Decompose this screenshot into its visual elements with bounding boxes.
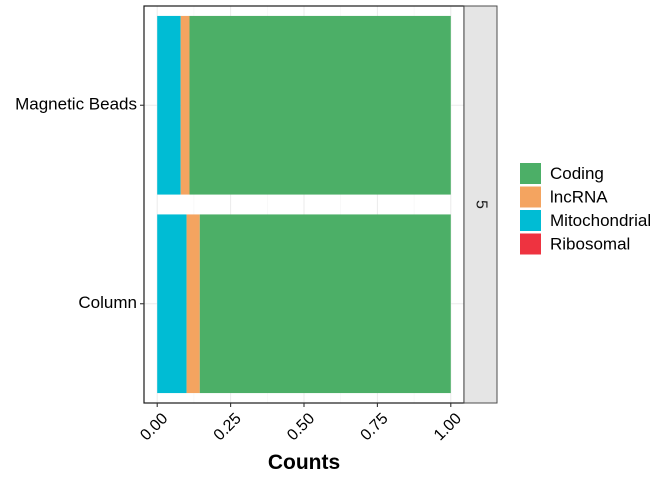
x-tick-label: 1.00 — [431, 410, 465, 444]
legend-key-mitochondrial — [520, 210, 541, 231]
legend: Coding lncRNA Mitochondrial Ribosomal — [520, 163, 651, 255]
y-tick-label: Magnetic Beads — [15, 95, 137, 114]
x-tick-label: 0.00 — [137, 410, 171, 444]
y-axis: Magnetic Beads Column — [15, 95, 144, 312]
x-axis: 0.00 0.25 0.50 0.75 1.00 — [137, 403, 465, 444]
legend-label-lncrna: lncRNA — [550, 187, 608, 206]
bar-segment-mitochondrial — [157, 15, 181, 195]
bar-segment-lncrna — [186, 214, 200, 394]
x-tick-label: 0.50 — [284, 410, 318, 444]
x-axis-title: Counts — [268, 451, 340, 474]
legend-key-ribosomal — [520, 233, 541, 255]
bar-segment-coding — [189, 15, 451, 195]
x-tick-label: 0.25 — [211, 410, 245, 444]
legend-label-mitochondrial: Mitochondrial — [550, 211, 651, 230]
legend-label-ribosomal: Ribosomal — [550, 234, 630, 253]
x-tick-label: 0.75 — [358, 410, 392, 444]
bar-segment-mitochondrial — [157, 214, 187, 394]
facet-label: 5 — [472, 200, 489, 209]
bar-segment-lncrna — [180, 15, 190, 195]
legend-label-coding: Coding — [550, 164, 604, 183]
legend-key-coding — [520, 163, 541, 184]
y-tick-label: Column — [78, 293, 137, 312]
bars-layer — [157, 15, 451, 394]
bar-segment-coding — [199, 214, 451, 394]
legend-key-lncrna — [520, 186, 541, 208]
facet-strip-background — [463, 5, 498, 404]
facet-strip: 5 — [463, 5, 498, 404]
